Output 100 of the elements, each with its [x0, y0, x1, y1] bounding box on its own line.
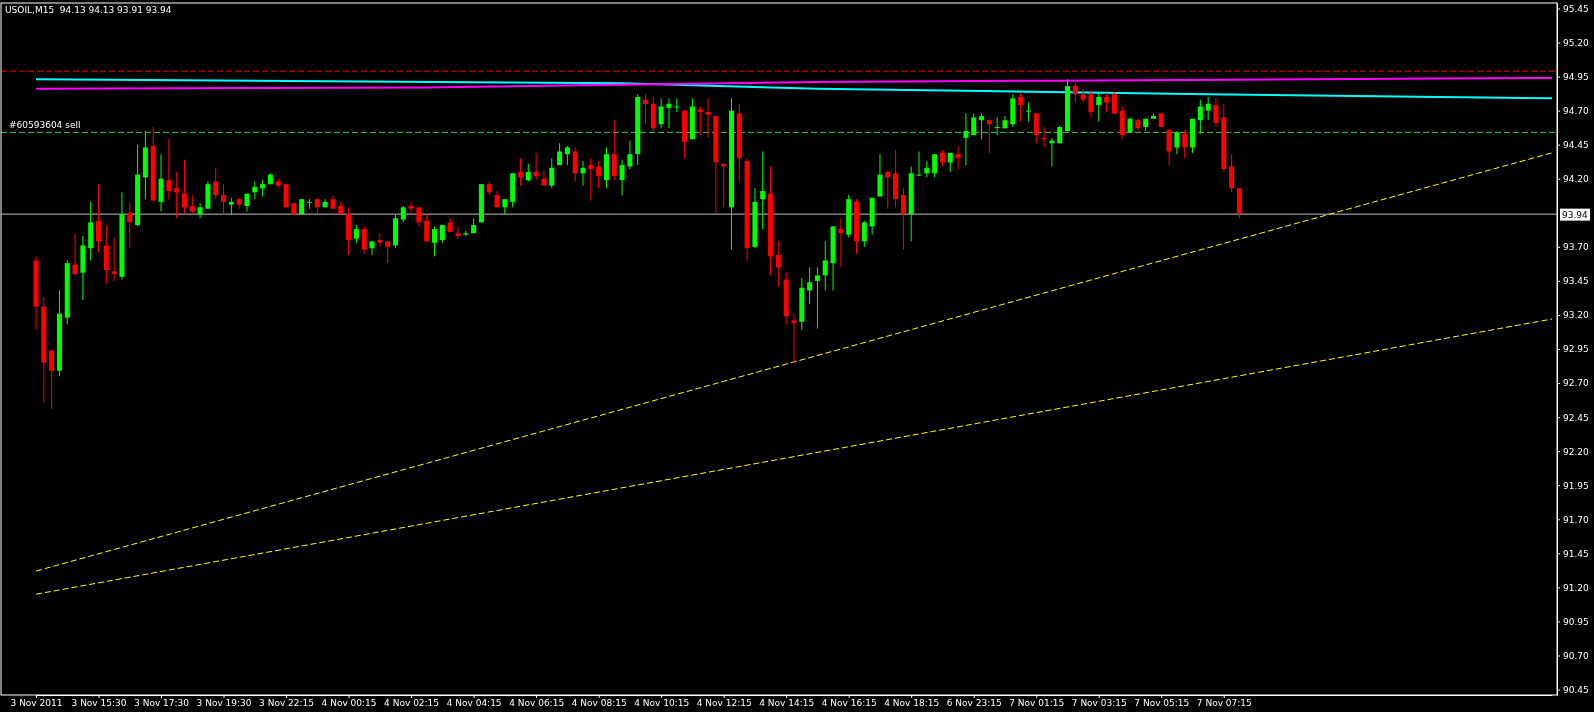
- x-tick-label: 3 Nov 2011: [10, 698, 63, 709]
- candlestick: [307, 198, 313, 210]
- candlestick: [1229, 153, 1235, 193]
- candlestick: [432, 225, 438, 257]
- candlestick: [127, 201, 133, 249]
- candlestick: [1111, 91, 1117, 116]
- y-tick-label: 94.20: [1563, 174, 1590, 185]
- candlestick: [158, 153, 164, 212]
- candlestick: [979, 112, 985, 140]
- y-tick-label: 91.20: [1563, 582, 1590, 593]
- candlestick: [1174, 130, 1180, 155]
- candlestick: [1182, 129, 1188, 159]
- x-tick-label: 4 Nov 12:15: [696, 698, 752, 709]
- x-tick-label: 7 Nov 01:15: [1009, 698, 1065, 709]
- x-tick-label: 7 Nov 05:15: [1134, 698, 1190, 709]
- y-tick-label: 95.20: [1563, 37, 1590, 48]
- candlestick: [1205, 96, 1211, 121]
- y-tick-label: 92.70: [1563, 378, 1590, 389]
- y-tick-label: 94.70: [1563, 105, 1590, 116]
- candlestick: [588, 157, 594, 202]
- candlestick: [213, 167, 219, 200]
- x-tick-label: 3 Nov 17:30: [134, 698, 190, 709]
- candlestick: [197, 202, 203, 219]
- candlestick: [861, 220, 867, 248]
- ref-line-label: 93.94: [1562, 209, 1589, 220]
- candlestick: [674, 97, 680, 113]
- candlestick: [666, 97, 672, 129]
- chart-title: USOIL,M15 94.13 94.13 93.91 93.94: [5, 5, 172, 15]
- x-tick-label: 6 Nov 23:15: [946, 698, 1002, 709]
- y-tick-label: 93.70: [1563, 242, 1590, 253]
- y-tick-label: 91.45: [1563, 548, 1589, 559]
- y-tick-label: 91.70: [1563, 514, 1590, 525]
- candlestick: [760, 150, 766, 230]
- candlestick: [705, 97, 711, 139]
- ref-line-label: #60593604 sell: [9, 120, 81, 131]
- candlestick: [877, 153, 883, 197]
- candlestick: [900, 187, 906, 251]
- candlestick: [502, 198, 508, 215]
- candlestick: [838, 217, 844, 268]
- candlestick: [408, 201, 414, 215]
- y-tick-label: 90.95: [1563, 616, 1589, 627]
- candlestick: [564, 145, 570, 166]
- candlestick: [189, 194, 195, 215]
- candlestick: [619, 159, 625, 196]
- candlestick: [361, 225, 367, 255]
- y-tick-label: 90.45: [1563, 684, 1589, 695]
- candlestick: [369, 240, 375, 256]
- x-tick-label: 4 Nov 04:15: [446, 698, 502, 709]
- y-tick-label: 93.20: [1563, 310, 1590, 321]
- candlestick: [627, 140, 633, 170]
- candlestick: [611, 119, 617, 181]
- candlestick: [885, 170, 891, 210]
- candlestick: [775, 240, 781, 287]
- y-tick-label: 95.45: [1563, 3, 1589, 14]
- candlestick: [916, 150, 922, 177]
- candlestick: [1096, 92, 1102, 123]
- candlestick: [166, 138, 172, 200]
- y-tick-label: 93.45: [1563, 276, 1589, 287]
- candlestick: [1104, 92, 1110, 113]
- candlestick: [1213, 97, 1219, 128]
- candlestick: [518, 157, 523, 187]
- x-tick-label: 4 Nov 14:15: [759, 698, 815, 709]
- y-tick-label: 90.70: [1563, 650, 1590, 661]
- candlestick: [807, 266, 813, 305]
- x-tick-label: 3 Nov 19:30: [196, 698, 252, 709]
- candlestick: [1080, 88, 1086, 103]
- candlestick: [1072, 82, 1078, 103]
- candlestick: [572, 146, 578, 182]
- candlestick: [1025, 101, 1031, 123]
- candlestick: [72, 232, 78, 276]
- candlestick: [96, 183, 102, 253]
- x-tick-label: 4 Nov 06:15: [509, 698, 565, 709]
- candlestick: [994, 116, 1000, 136]
- y-tick-label: 94.45: [1563, 140, 1589, 151]
- candlestick: [221, 183, 227, 215]
- y-tick-label: 91.95: [1563, 480, 1589, 491]
- candlestick: [1166, 129, 1172, 166]
- candlestick: [658, 97, 664, 129]
- candlestick: [932, 153, 938, 178]
- x-tick-label: 4 Nov 02:15: [384, 698, 440, 709]
- candlestick: [424, 213, 430, 242]
- y-tick-label: 92.95: [1563, 344, 1589, 355]
- candlestick: [643, 93, 649, 125]
- x-tick-label: 3 Nov 15:30: [71, 698, 127, 709]
- candlestick: [541, 170, 547, 187]
- candlestick: [1018, 92, 1024, 123]
- candlestick: [549, 157, 555, 189]
- candlestick: [580, 160, 586, 187]
- x-tick-label: 4 Nov 18:15: [884, 698, 940, 709]
- candlestick: [822, 240, 828, 291]
- line-series: [35, 78, 1553, 100]
- candlestick: [1033, 112, 1039, 144]
- candlestick: [49, 349, 55, 410]
- candlestick: [181, 159, 187, 215]
- candlestick: [986, 119, 992, 154]
- candlestick: [697, 106, 703, 136]
- candlestick: [955, 145, 961, 170]
- candlestick: [791, 313, 797, 364]
- x-tick-label: 4 Nov 16:15: [821, 698, 877, 709]
- candlestick: [533, 152, 539, 181]
